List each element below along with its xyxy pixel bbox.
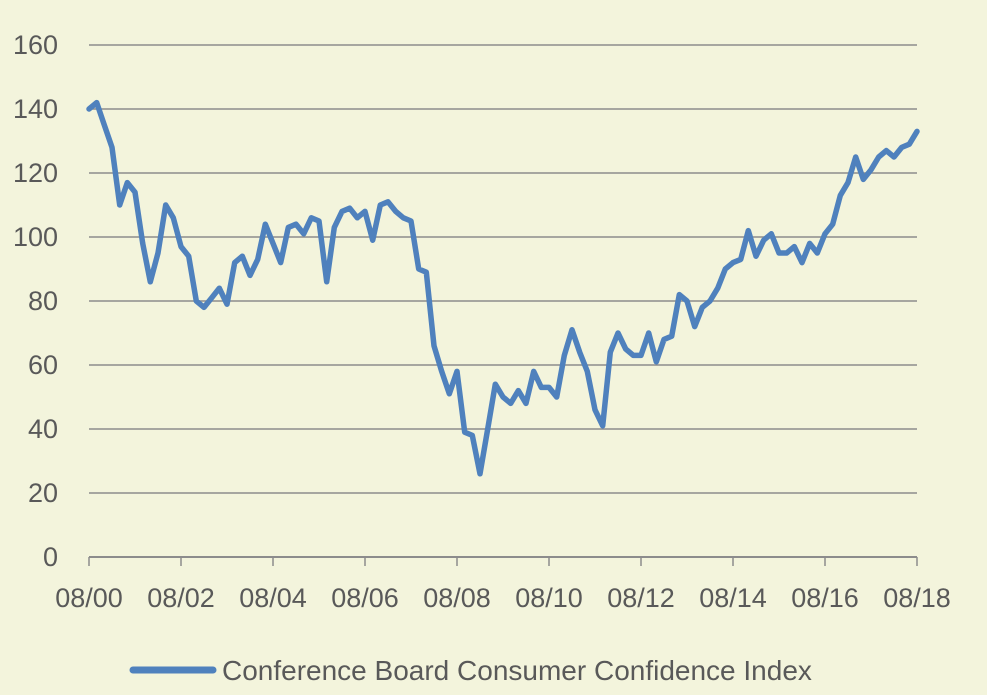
x-tick-label: 08/10: [515, 583, 583, 613]
x-tick-label: 08/04: [239, 583, 307, 613]
x-tick-label: 08/02: [147, 583, 215, 613]
x-tick-label: 08/12: [607, 583, 675, 613]
y-tick-label: 160: [13, 30, 58, 60]
y-tick-label: 80: [28, 286, 58, 316]
x-tick-label: 08/14: [699, 583, 767, 613]
y-tick-label: 60: [28, 350, 58, 380]
y-tick-label: 40: [28, 414, 58, 444]
legend-label: Conference Board Consumer Confidence Ind…: [222, 655, 812, 686]
legend: Conference Board Consumer Confidence Ind…: [129, 655, 812, 686]
y-axis: 0 20 40 60 80 100 120 140 160: [13, 30, 58, 572]
y-tick-label: 140: [13, 94, 58, 124]
x-tick-label: 08/00: [55, 583, 123, 613]
x-tick-label: 08/16: [791, 583, 859, 613]
y-tick-label: 0: [43, 542, 58, 572]
x-tick-label: 08/08: [423, 583, 491, 613]
y-tick-label: 20: [28, 478, 58, 508]
y-tick-label: 120: [13, 158, 58, 188]
x-tick-label: 08/18: [883, 583, 951, 613]
x-tick-label: 08/06: [331, 583, 399, 613]
series-layer: [86, 99, 920, 477]
x-axis: 08/00 08/02 08/04 08/06 08/08 08/10 08/12 08/14…: [55, 556, 951, 613]
y-tick-label: 100: [13, 222, 58, 252]
series-line: [86, 99, 920, 477]
